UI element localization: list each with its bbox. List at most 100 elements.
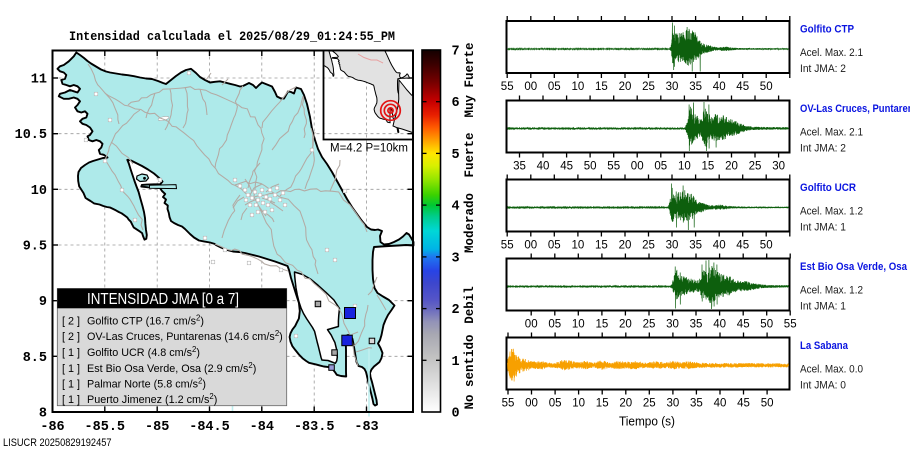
svg-text:La Sabana: La Sabana bbox=[800, 340, 849, 352]
svg-text:Int JMA: 1: Int JMA: 1 bbox=[800, 222, 846, 234]
svg-text:5: 5 bbox=[452, 148, 460, 163]
svg-text:9.5: 9.5 bbox=[23, 240, 47, 255]
svg-text:10: 10 bbox=[678, 161, 691, 173]
svg-text:Acel. Max. 1.2: Acel. Max. 1.2 bbox=[800, 285, 863, 297]
svg-text:LISUCR 20250829192457: LISUCR 20250829192457 bbox=[3, 437, 112, 449]
svg-text:45: 45 bbox=[560, 161, 573, 173]
svg-text:20: 20 bbox=[619, 319, 632, 331]
svg-text:Muy Fuerte: Muy Fuerte bbox=[463, 42, 477, 117]
svg-text:3: 3 bbox=[452, 251, 460, 266]
svg-text:-83.5: -83.5 bbox=[294, 420, 335, 435]
svg-text:8: 8 bbox=[39, 407, 47, 422]
svg-text:20: 20 bbox=[619, 240, 632, 252]
svg-text:30: 30 bbox=[666, 81, 679, 93]
svg-text:[ 2 ]: [ 2 ] bbox=[62, 331, 80, 343]
svg-text:1: 1 bbox=[452, 355, 460, 370]
svg-text:50: 50 bbox=[761, 398, 774, 410]
svg-text:00: 00 bbox=[631, 161, 644, 173]
svg-text:Puerto Jimenez (1.2 cm/s2): Puerto Jimenez (1.2 cm/s2) bbox=[87, 392, 217, 406]
svg-text:Golfito CTP: Golfito CTP bbox=[800, 24, 854, 36]
svg-text:55: 55 bbox=[501, 240, 514, 252]
svg-text:45: 45 bbox=[737, 319, 750, 331]
svg-text:No sentido: No sentido bbox=[463, 334, 477, 409]
svg-text:[ 1 ]: [ 1 ] bbox=[62, 347, 80, 359]
svg-text:50: 50 bbox=[760, 319, 773, 331]
svg-text:40: 40 bbox=[714, 398, 727, 410]
svg-text:05: 05 bbox=[549, 398, 562, 410]
svg-text:20: 20 bbox=[619, 398, 632, 410]
svg-text:-83: -83 bbox=[354, 420, 378, 435]
svg-text:Acel. Max. 2.1: Acel. Max. 2.1 bbox=[800, 127, 863, 139]
svg-text:55: 55 bbox=[502, 398, 515, 410]
svg-text:25: 25 bbox=[643, 319, 656, 331]
svg-text:05: 05 bbox=[548, 319, 561, 331]
svg-text:Tiempo (s): Tiempo (s) bbox=[619, 414, 675, 429]
svg-text:Golfito UCR (4.8 cm/s2): Golfito UCR (4.8 cm/s2) bbox=[87, 345, 200, 359]
svg-text:Palmar Norte (5.8 cm/s2): Palmar Norte (5.8 cm/s2) bbox=[87, 377, 206, 391]
svg-text:40: 40 bbox=[713, 319, 726, 331]
svg-text:15: 15 bbox=[595, 81, 608, 93]
svg-text:45: 45 bbox=[736, 240, 749, 252]
svg-text:50: 50 bbox=[584, 161, 597, 173]
svg-text:7: 7 bbox=[452, 45, 460, 60]
svg-text:10: 10 bbox=[31, 184, 47, 199]
svg-text:30: 30 bbox=[666, 240, 679, 252]
svg-text:OV-Las Cruces, Puntarenas: OV-Las Cruces, Puntarenas bbox=[800, 103, 910, 115]
svg-text:25: 25 bbox=[642, 240, 655, 252]
svg-text:4: 4 bbox=[452, 200, 460, 215]
svg-text:-84.5: -84.5 bbox=[189, 420, 230, 435]
svg-text:10: 10 bbox=[572, 319, 585, 331]
svg-text:Golfito CTP (16.7 cm/s2): Golfito CTP (16.7 cm/s2) bbox=[87, 314, 204, 328]
svg-text:45: 45 bbox=[737, 398, 750, 410]
svg-text:Int JMA: 2: Int JMA: 2 bbox=[800, 143, 846, 155]
svg-text:30: 30 bbox=[772, 161, 785, 173]
svg-text:15: 15 bbox=[596, 398, 609, 410]
svg-text:Intensidad calculada el 2025/0: Intensidad calculada el 2025/08/29_01:24… bbox=[69, 29, 395, 44]
svg-text:15: 15 bbox=[595, 240, 608, 252]
svg-text:40: 40 bbox=[713, 81, 726, 93]
svg-text:55: 55 bbox=[501, 81, 514, 93]
svg-text:[ 1 ]: [ 1 ] bbox=[62, 363, 80, 375]
svg-text:00: 00 bbox=[525, 398, 538, 410]
svg-text:Int JMA: 0: Int JMA: 0 bbox=[800, 380, 846, 392]
svg-text:00: 00 bbox=[524, 81, 537, 93]
svg-text:15: 15 bbox=[596, 319, 609, 331]
svg-text:25: 25 bbox=[749, 161, 762, 173]
svg-text:M=4.2 P=10km: M=4.2 P=10km bbox=[330, 143, 408, 155]
svg-text:35: 35 bbox=[690, 398, 703, 410]
svg-text:Est Bio Osa Verde, Osa: Est Bio Osa Verde, Osa bbox=[800, 261, 908, 273]
svg-text:-84: -84 bbox=[250, 420, 274, 435]
svg-text:0: 0 bbox=[452, 407, 460, 422]
svg-text:Acel. Max. 1.2: Acel. Max. 1.2 bbox=[800, 206, 863, 218]
svg-text:05: 05 bbox=[548, 81, 561, 93]
svg-text:40: 40 bbox=[537, 161, 550, 173]
svg-text:45: 45 bbox=[736, 81, 749, 93]
svg-text:9: 9 bbox=[39, 295, 47, 310]
svg-text:Est Bio Osa Verde, Osa (2.9 cm: Est Bio Osa Verde, Osa (2.9 cm/s2) bbox=[87, 361, 256, 375]
svg-text:Acel. Max. 0.0: Acel. Max. 0.0 bbox=[800, 364, 863, 376]
svg-text:35: 35 bbox=[689, 240, 702, 252]
svg-text:8.5: 8.5 bbox=[23, 351, 47, 366]
svg-text:-86: -86 bbox=[40, 420, 64, 435]
svg-text:10: 10 bbox=[572, 81, 585, 93]
svg-text:10: 10 bbox=[572, 240, 585, 252]
svg-text:00: 00 bbox=[524, 240, 537, 252]
svg-text:Fuerte: Fuerte bbox=[463, 132, 477, 177]
svg-text:-85: -85 bbox=[145, 420, 169, 435]
svg-text:55: 55 bbox=[784, 319, 797, 331]
svg-text:10.5: 10.5 bbox=[15, 128, 47, 143]
svg-text:20: 20 bbox=[725, 161, 738, 173]
svg-text:00: 00 bbox=[525, 319, 538, 331]
svg-text:Int JMA: 1: Int JMA: 1 bbox=[800, 301, 846, 313]
svg-text:Debil: Debil bbox=[463, 286, 477, 324]
svg-text:[ 1 ]: [ 1 ] bbox=[62, 394, 80, 406]
svg-text:35: 35 bbox=[690, 319, 703, 331]
svg-text:OV-Las Cruces, Puntarenas (14.: OV-Las Cruces, Puntarenas (14.6 cm/s2) bbox=[87, 329, 283, 343]
svg-text:50: 50 bbox=[760, 81, 773, 93]
svg-text:2: 2 bbox=[452, 303, 460, 318]
svg-text:35: 35 bbox=[689, 81, 702, 93]
svg-text:Moderado: Moderado bbox=[463, 193, 477, 253]
svg-text:35: 35 bbox=[513, 161, 526, 173]
svg-text:25: 25 bbox=[642, 81, 655, 93]
svg-text:05: 05 bbox=[548, 240, 561, 252]
